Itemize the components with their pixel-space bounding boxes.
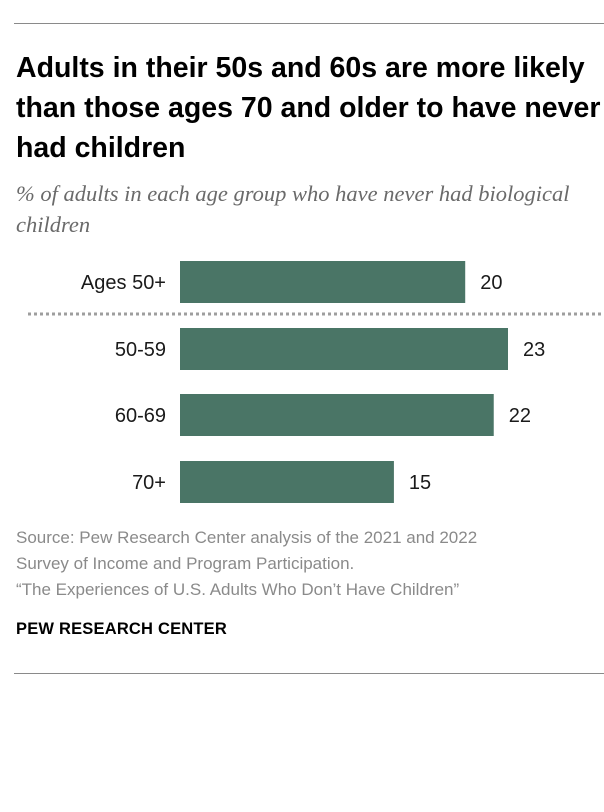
chart-title: Adults in their 50s and 60s are more lik…	[16, 52, 601, 164]
bar-70	[180, 461, 394, 503]
chart-subtitle: % of adults in each age group who have n…	[16, 181, 570, 237]
bar-60-69	[180, 394, 494, 436]
category-label: 50-59	[115, 339, 166, 361]
category-label: 60-69	[115, 405, 166, 427]
source-note: Source: Pew Research Center analysis of …	[16, 525, 596, 603]
category-label: 70+	[132, 472, 166, 494]
category-label: Ages 50+	[81, 272, 166, 294]
value-label: 20	[480, 272, 502, 294]
source-line: Survey of Income and Program Participati…	[16, 554, 355, 573]
bar-50-59	[180, 328, 508, 370]
source-line: Source: Pew Research Center analysis of …	[16, 528, 478, 547]
top-rule	[14, 23, 604, 24]
value-label: 15	[409, 472, 431, 494]
brand-logo-text: PEW RESEARCH CENTER	[16, 620, 227, 638]
bar-chart: Ages 50+ 20 50-59 23 60-69 22 70+ 15	[28, 261, 604, 503]
bar-ages-50	[180, 261, 466, 303]
value-label: 22	[509, 405, 531, 427]
bottom-rule	[14, 673, 604, 674]
value-label: 23	[523, 339, 545, 361]
source-line: “The Experiences of U.S. Adults Who Don’…	[16, 580, 460, 599]
